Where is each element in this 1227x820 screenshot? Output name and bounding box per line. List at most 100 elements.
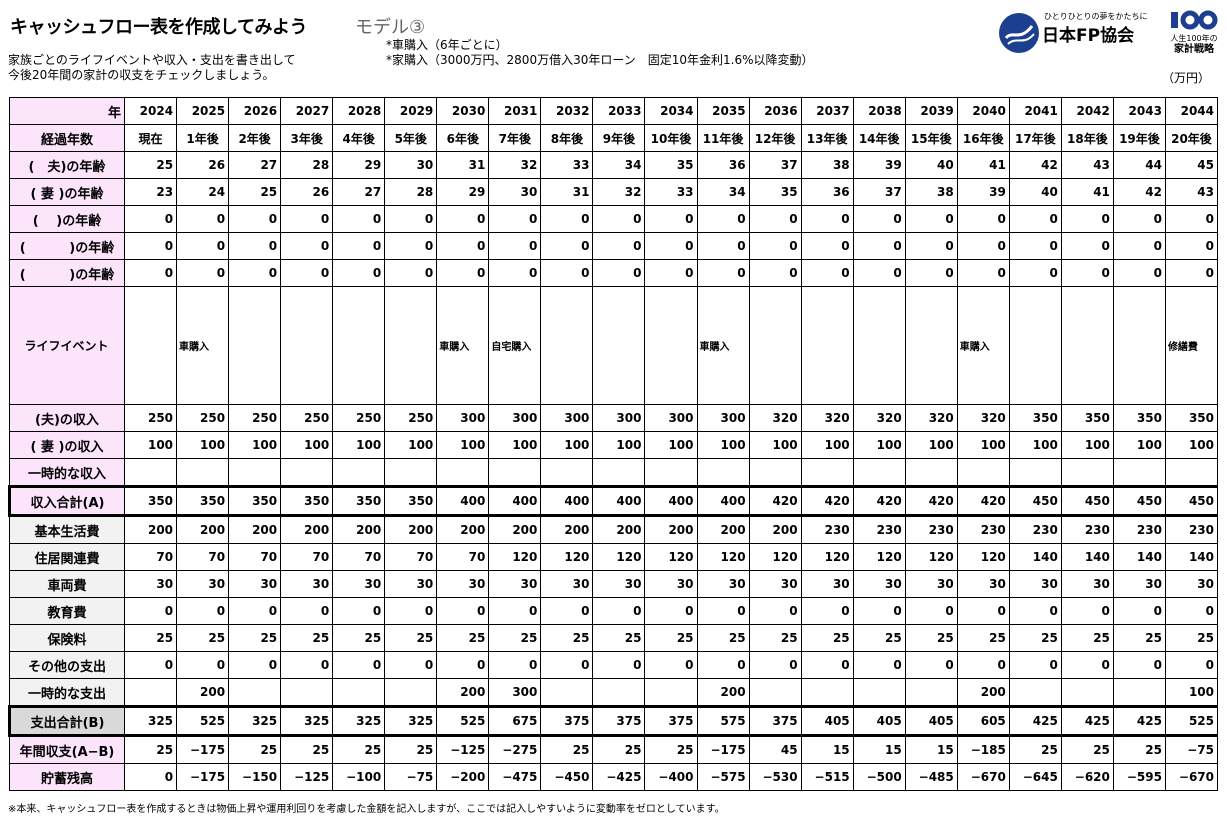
table-cell[interactable]: 400 [488, 485, 542, 517]
table-cell[interactable]: 25 [280, 624, 334, 652]
table-cell[interactable] [852, 458, 906, 487]
table-cell[interactable]: 11年後 [696, 124, 750, 152]
table-cell[interactable] [592, 458, 646, 487]
table-cell[interactable]: 200 [696, 515, 750, 544]
table-cell[interactable]: 25 [384, 624, 438, 652]
table-cell[interactable]: 350 [176, 485, 230, 517]
table-cell[interactable]: 28 [384, 178, 438, 206]
table-cell[interactable]: 405 [852, 705, 906, 737]
table-cell[interactable] [904, 458, 958, 487]
table-cell[interactable]: 140 [1164, 543, 1219, 571]
table-cell[interactable]: 0 [1112, 232, 1166, 260]
table-cell[interactable]: 30 [540, 570, 594, 598]
table-cell[interactable]: 25 [644, 624, 698, 652]
table-cell[interactable]: 350 [1164, 404, 1219, 432]
table-cell[interactable]: 30 [644, 570, 698, 598]
table-cell[interactable]: 200 [644, 515, 698, 544]
table-cell[interactable] [1060, 458, 1114, 487]
table-cell[interactable]: 100 [748, 431, 802, 459]
table-cell[interactable]: 0 [1164, 651, 1219, 679]
table-cell[interactable]: 25 [488, 624, 542, 652]
table-cell[interactable]: 100 [488, 431, 542, 459]
table-cell[interactable]: 5年後 [384, 124, 438, 152]
table-cell[interactable]: 0 [123, 232, 178, 260]
table-cell[interactable] [592, 678, 646, 707]
table-cell[interactable]: 自宅購入 [488, 286, 542, 405]
table-cell[interactable]: 25 [123, 624, 178, 652]
table-cell[interactable]: 30 [384, 570, 438, 598]
table-cell[interactable]: 420 [956, 485, 1010, 517]
table-cell[interactable]: 375 [540, 705, 594, 737]
table-cell[interactable]: 0 [1060, 232, 1114, 260]
table-cell[interactable]: 30 [436, 570, 490, 598]
table-cell[interactable]: 10年後 [644, 124, 698, 152]
table-cell[interactable]: 250 [280, 404, 334, 432]
table-cell[interactable]: 25 [852, 624, 906, 652]
table-cell[interactable]: 0 [904, 232, 958, 260]
table-cell[interactable]: 25 [1060, 624, 1114, 652]
table-cell[interactable]: 30 [280, 570, 334, 598]
table-cell[interactable]: 32 [488, 151, 542, 179]
table-cell[interactable]: 320 [904, 404, 958, 432]
table-cell[interactable]: 42 [1008, 151, 1062, 179]
table-cell[interactable]: 70 [123, 543, 178, 571]
table-cell[interactable]: 100 [280, 431, 334, 459]
table-cell[interactable]: 420 [748, 485, 802, 517]
table-cell[interactable]: 0 [280, 205, 334, 233]
table-cell[interactable]: 0 [696, 259, 750, 287]
table-cell[interactable]: 2031 [488, 97, 542, 125]
table-cell[interactable]: 0 [956, 259, 1010, 287]
table-cell[interactable]: 0 [1060, 597, 1114, 625]
table-cell[interactable]: 0 [592, 259, 646, 287]
table-cell[interactable]: 30 [384, 151, 438, 179]
table-cell[interactable]: 2034 [644, 97, 698, 125]
table-cell[interactable] [176, 458, 230, 487]
table-cell[interactable] [540, 678, 594, 707]
table-cell[interactable]: 3年後 [280, 124, 334, 152]
table-cell[interactable] [488, 458, 542, 487]
table-cell[interactable]: 25 [228, 624, 282, 652]
table-cell[interactable]: 2041 [1008, 97, 1062, 125]
table-cell[interactable]: 350 [1060, 404, 1114, 432]
table-cell[interactable]: 2043 [1112, 97, 1166, 125]
table-cell[interactable]: 2030 [436, 97, 490, 125]
table-cell[interactable]: 車購入 [696, 286, 750, 405]
table-cell[interactable]: 230 [800, 515, 854, 544]
table-cell[interactable]: 0 [228, 259, 282, 287]
table-cell[interactable]: 120 [800, 543, 854, 571]
table-cell[interactable]: 25 [1008, 624, 1062, 652]
table-cell[interactable]: 30 [748, 570, 802, 598]
table-cell[interactable]: 9年後 [592, 124, 646, 152]
table-cell[interactable]: 400 [436, 485, 490, 517]
table-cell[interactable]: 車購入 [956, 286, 1010, 405]
table-cell[interactable] [592, 286, 646, 405]
table-cell[interactable]: 23 [123, 178, 178, 206]
table-cell[interactable]: 525 [1164, 705, 1219, 737]
table-cell[interactable]: 325 [123, 705, 178, 737]
table-cell[interactable]: 0 [748, 205, 802, 233]
table-cell[interactable]: 0 [592, 651, 646, 679]
table-cell[interactable]: 200 [748, 515, 802, 544]
table-cell[interactable]: 24 [176, 178, 230, 206]
table-cell[interactable]: 100 [696, 431, 750, 459]
table-cell[interactable]: 25 [384, 735, 438, 764]
table-cell[interactable]: 120 [696, 543, 750, 571]
table-cell[interactable]: 0 [1112, 651, 1166, 679]
table-cell[interactable]: 2026 [228, 97, 282, 125]
table-cell[interactable]: −150 [228, 763, 282, 791]
table-cell[interactable]: 450 [1164, 485, 1219, 517]
table-cell[interactable]: 350 [228, 485, 282, 517]
table-cell[interactable]: 575 [696, 705, 750, 737]
table-cell[interactable]: 0 [592, 232, 646, 260]
table-cell[interactable]: 325 [228, 705, 282, 737]
table-cell[interactable]: 25 [436, 624, 490, 652]
table-cell[interactable]: 30 [488, 178, 542, 206]
table-cell[interactable] [748, 678, 802, 707]
table-cell[interactable]: 30 [852, 570, 906, 598]
table-cell[interactable]: 45 [748, 735, 802, 764]
table-cell[interactable]: 420 [800, 485, 854, 517]
table-cell[interactable]: 100 [436, 431, 490, 459]
table-cell[interactable]: 0 [800, 205, 854, 233]
table-cell[interactable]: 70 [436, 543, 490, 571]
table-cell[interactable]: 100 [1164, 431, 1219, 459]
